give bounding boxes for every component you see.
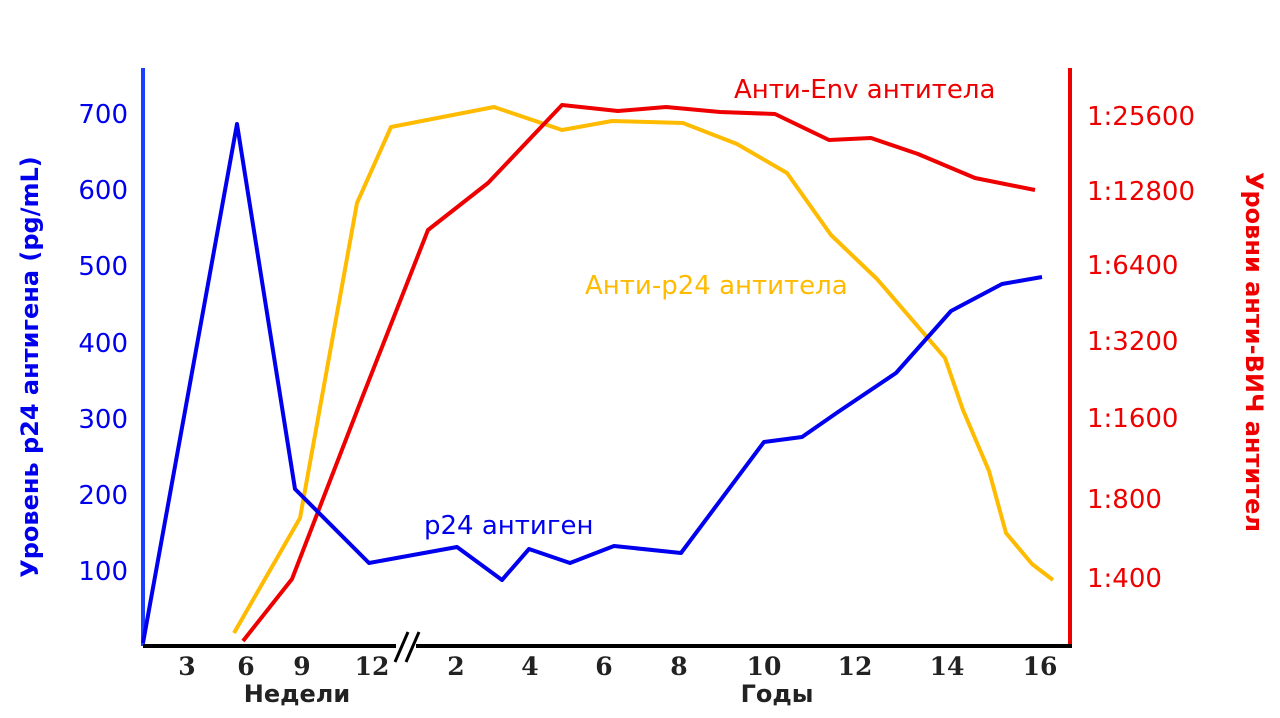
left-tick-label: 200 (78, 481, 128, 511)
axis-break-mark (404, 631, 421, 663)
x-tick-label: 8 (670, 652, 687, 681)
right-tick-label: 1:12800 (1087, 177, 1195, 207)
series-line-p24 (141, 122, 1043, 644)
y-left-axis-title: Уровень p24 антигена (pg/mL) (16, 156, 44, 578)
right-tick-label: 1:800 (1087, 485, 1162, 515)
left-tick-label: 100 (78, 557, 128, 587)
series-line-anti-p24 (232, 105, 1055, 634)
x-tick-label: 6 (237, 652, 254, 681)
y-right-axis-title: Уровни анти-ВИЧ антител (1240, 172, 1268, 532)
x-tick-label: 6 (595, 652, 612, 681)
x-tick-label: 3 (178, 652, 195, 681)
series-label-anti-p24: Анти-p24 антитела (585, 271, 848, 301)
series-line-anti-env (241, 103, 1036, 643)
x-axis-years-label: Годы (741, 680, 814, 708)
x-tick-label: 10 (747, 652, 782, 681)
right-tick-label: 1:3200 (1087, 327, 1178, 357)
right-tick-label: 1:1600 (1087, 404, 1178, 434)
right-tick-label: 1:6400 (1087, 251, 1178, 281)
series-label-anti-env: Анти-Env антитела (734, 75, 995, 105)
x-tick-label: 2 (447, 652, 464, 681)
series-label-p24: p24 антиген (424, 511, 593, 541)
left-tick-label: 400 (78, 329, 128, 359)
x-tick-label: 12 (838, 652, 873, 681)
x-tick-label: 9 (293, 652, 310, 681)
left-tick-label: 700 (78, 100, 128, 130)
x-tick-label: 14 (930, 652, 965, 681)
left-tick-label: 300 (78, 405, 128, 435)
right-tick-label: 1:25600 (1087, 102, 1195, 132)
left-tick-label: 600 (78, 176, 128, 206)
x-tick-label: 12 (355, 652, 390, 681)
left-tick-label: 500 (78, 252, 128, 282)
x-tick-label: 4 (521, 652, 538, 681)
right-tick-label: 1:400 (1087, 564, 1162, 594)
x-tick-label: 16 (1023, 652, 1058, 681)
axis-break-mark (393, 631, 410, 663)
x-axis-weeks-label: Недели (244, 680, 350, 708)
